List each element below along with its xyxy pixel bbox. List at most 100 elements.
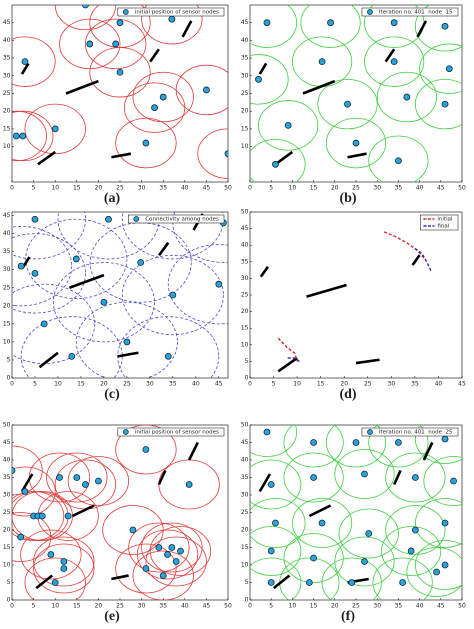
sensing-circle xyxy=(250,526,302,576)
panel: 0 5 10 15 20 25 30 35 40 45 50 0 5 10 15 20 25 30 35 40 45 50… xyxy=(241,422,466,625)
x-tick-label: 30 xyxy=(373,603,381,610)
sensing-circle xyxy=(364,36,425,87)
y-tick-label: 35 xyxy=(241,258,249,265)
x-tick-label: 20 xyxy=(340,381,348,388)
legend-marker xyxy=(122,429,129,435)
sensing-circle xyxy=(12,110,47,162)
x-tick-label: 40 xyxy=(416,185,424,192)
y-tick-label: 30 xyxy=(241,72,249,79)
sensor-node xyxy=(73,474,81,481)
x-tick-label: 5 xyxy=(32,603,36,610)
sensor-node xyxy=(64,512,72,520)
x-tick-label: 25 xyxy=(116,185,124,192)
sensor-node xyxy=(318,58,326,66)
trajectory xyxy=(277,231,425,362)
plot-frame xyxy=(11,424,229,601)
y-tick-label: 25 xyxy=(3,509,11,516)
y-tick-label: 40 xyxy=(241,37,249,44)
sensing-circle xyxy=(24,557,86,600)
x-tick-label: 20 xyxy=(95,603,103,610)
y-tick-label: 20 xyxy=(241,527,249,534)
x-tick-label: 0 xyxy=(248,603,252,610)
x-tick-label: 40 xyxy=(192,381,200,388)
sensor-node xyxy=(310,439,318,446)
sensor-node xyxy=(17,262,25,270)
sensor-node xyxy=(441,22,449,30)
sensor-node xyxy=(348,579,356,586)
x-tick-label: 45 xyxy=(203,603,211,610)
x-tick-label: 35 xyxy=(169,381,177,388)
sensor-node xyxy=(47,551,55,558)
x-tick-label: 20 xyxy=(100,381,108,388)
plot-area xyxy=(12,425,220,600)
sensor-node xyxy=(263,19,271,27)
legend-label: initial position of sensor nodes xyxy=(135,10,219,16)
plot-area xyxy=(12,212,228,378)
sensor-node xyxy=(445,65,453,73)
sensor-node xyxy=(394,157,402,165)
sensor-node xyxy=(164,352,172,360)
panel: 0 5 10 15 20 25 30 35 40 45 0 5 10 15 20 25 30 35 40 45 Conn… xyxy=(3,211,229,402)
obstacle xyxy=(181,20,193,38)
sensing-circle xyxy=(141,522,203,573)
plot-frame xyxy=(249,211,463,379)
obstacle xyxy=(157,469,167,486)
y-tick-label: 45 xyxy=(3,212,11,219)
sensing-circle xyxy=(67,456,130,506)
obstacle xyxy=(65,79,99,95)
x-tick-label: 15 xyxy=(317,381,325,388)
obstacle xyxy=(259,266,269,278)
sensor-node xyxy=(267,547,275,555)
sensing-circle xyxy=(423,456,462,506)
x-tick-label: 45 xyxy=(203,185,211,192)
sensor-node xyxy=(202,86,210,94)
sensing-circle xyxy=(317,78,378,130)
panel: 0 5 10 15 20 25 30 35 40 45 50 0 5 10 15 20 25 30 35 40 45 50… xyxy=(3,422,232,625)
legend: Iteration no. 401 node 25 xyxy=(361,427,459,437)
y-tick-label: 40 xyxy=(3,37,11,44)
sensing-circle xyxy=(136,529,199,580)
legend-label: Iteration no. 401 node 25 xyxy=(379,430,453,436)
x-tick-label: 10 xyxy=(51,185,59,192)
sensing-circle xyxy=(121,212,224,260)
y-tick-label: 0 xyxy=(7,597,11,604)
x-tick-label: 25 xyxy=(352,603,360,610)
sensor-node xyxy=(12,467,16,474)
panel-label: (d) xyxy=(339,387,356,402)
x-tick-label: 20 xyxy=(331,603,339,610)
x-tick-label: 0 xyxy=(10,381,14,388)
sensor-node xyxy=(112,40,120,48)
obstacle xyxy=(20,62,30,75)
sensing-circle xyxy=(414,498,462,548)
sensor-node xyxy=(142,565,150,572)
obstacle xyxy=(258,473,272,493)
sensor-node xyxy=(68,352,76,360)
x-tick-label: 30 xyxy=(146,381,154,388)
x-tick-label: 30 xyxy=(373,185,381,192)
sensor-node xyxy=(361,470,368,478)
x-tick-label: 50 xyxy=(458,603,466,610)
x-tick-label: 0 xyxy=(248,381,252,388)
panel: 0 5 10 15 20 25 30 35 40 45 50 10 15 20 25 30 35 40 45 init… xyxy=(3,4,232,206)
obstacle xyxy=(258,62,268,75)
sensing-circle xyxy=(381,526,442,576)
sensing-circle xyxy=(372,557,433,600)
y-tick-label: 35 xyxy=(241,55,249,62)
sensor-node xyxy=(159,572,167,579)
x-tick-label: 25 xyxy=(116,603,124,610)
x-tick-label: 15 xyxy=(77,381,85,388)
sensing-circle xyxy=(46,452,108,503)
y-tick-label: 45 xyxy=(3,439,11,446)
y-tick-label: 25 xyxy=(3,284,11,291)
sensor-node xyxy=(255,75,262,83)
sensor-node xyxy=(21,488,29,495)
y-tick-label: 10 xyxy=(3,143,11,150)
sensor-node xyxy=(142,139,150,147)
sensor-node xyxy=(177,547,184,555)
y-tick-label: 40 xyxy=(241,242,249,249)
y-tick-label: 20 xyxy=(3,302,11,309)
sensor-node xyxy=(284,121,292,129)
legend: initial position of sensor nodes xyxy=(117,427,225,437)
sensor-node xyxy=(272,519,279,527)
legend-marker xyxy=(367,429,373,435)
